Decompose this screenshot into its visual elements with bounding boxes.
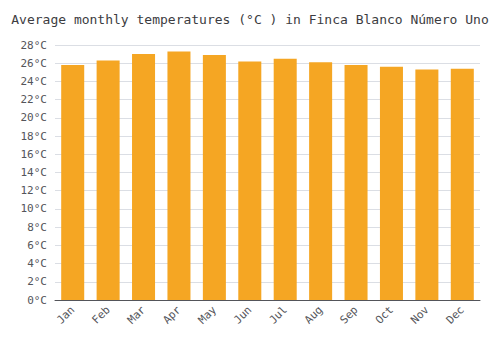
svg-text:Aug: Aug (302, 303, 325, 326)
svg-text:0°C: 0°C (27, 294, 47, 307)
svg-text:12°C: 12°C (21, 184, 48, 197)
svg-text:Nov: Nov (408, 303, 431, 326)
svg-text:Oct: Oct (373, 303, 396, 326)
svg-text:Average monthly temperatures (: Average monthly temperatures (°C ) in Fi… (11, 12, 488, 27)
svg-text:Jan: Jan (54, 303, 77, 326)
svg-text:8°C: 8°C (27, 221, 47, 234)
svg-text:Feb: Feb (89, 303, 112, 326)
svg-text:14°C: 14°C (21, 166, 48, 179)
svg-text:4°C: 4°C (27, 257, 47, 270)
svg-text:Jul: Jul (267, 303, 290, 326)
svg-text:26°C: 26°C (21, 57, 48, 70)
svg-text:Dec: Dec (444, 303, 467, 326)
svg-text:18°C: 18°C (21, 130, 48, 143)
svg-text:16°C: 16°C (21, 148, 48, 161)
svg-text:May: May (196, 303, 219, 326)
svg-text:Apr: Apr (160, 303, 183, 326)
svg-text:2°C: 2°C (27, 275, 47, 288)
svg-text:20°C: 20°C (21, 111, 48, 124)
svg-text:Jun: Jun (231, 303, 254, 326)
svg-text:6°C: 6°C (27, 239, 47, 252)
svg-text:28°C: 28°C (21, 39, 48, 52)
svg-text:24°C: 24°C (21, 75, 48, 88)
svg-text:Sep: Sep (337, 303, 360, 326)
svg-text:Mar: Mar (125, 303, 148, 326)
svg-text:10°C: 10°C (21, 202, 48, 215)
svg-text:22°C: 22°C (21, 93, 48, 106)
